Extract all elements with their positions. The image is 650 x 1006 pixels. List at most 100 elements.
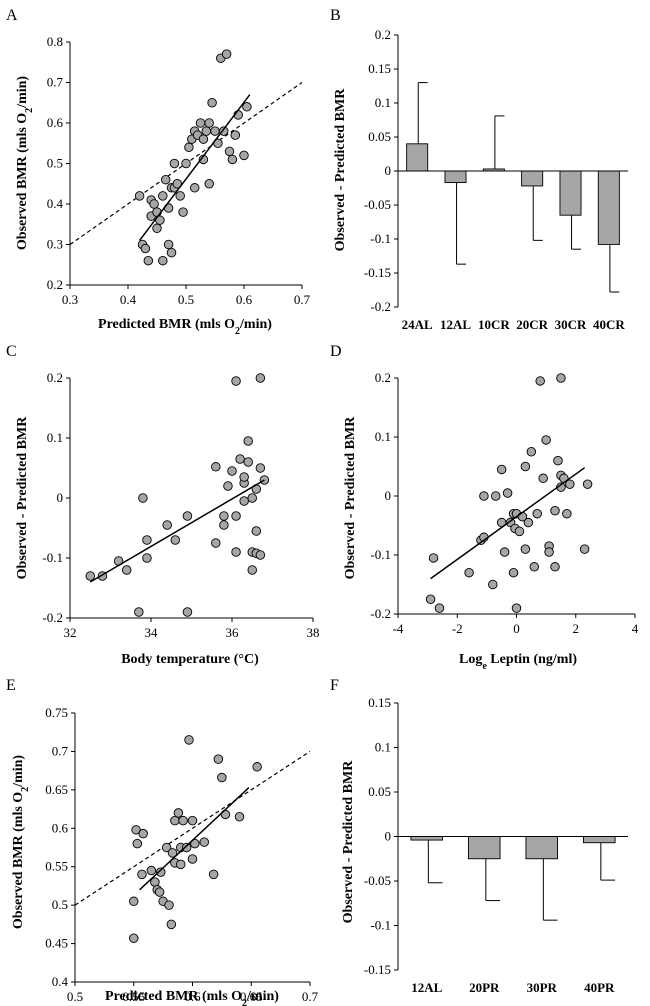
panel-e-data-point: [208, 869, 219, 880]
panel-a-data-point: [140, 243, 151, 254]
panel-b-category-label: 24AL: [402, 317, 433, 332]
panel-b-category-label: 40CR: [593, 317, 625, 332]
panel-c-data-point: [251, 526, 262, 536]
panel-f-y-tick-label: 0: [385, 829, 392, 844]
panel-d-data-point: [526, 447, 537, 457]
panel-b-y-tick-label: 0: [385, 163, 392, 178]
panel-d-y-tick-label: -0.1: [370, 547, 391, 562]
panel-e-data-point: [173, 808, 184, 818]
panel-d-data-point: [541, 435, 551, 445]
panel-b-bar: [559, 170, 582, 216]
panel-d-data-point: [550, 562, 560, 572]
panel-c-data-point: [85, 571, 95, 581]
panel-d-plot: -0.2 -0.1 0 0.1 0.2 -4 -2 0 2 4: [370, 370, 638, 636]
panel-e-y-tick-label: 0.4: [52, 974, 69, 989]
panel-a-y-tick-label: 0.6: [47, 115, 64, 130]
panel-a-y-tick-label: 0.5: [47, 156, 63, 171]
panel-e-data-point: [190, 838, 200, 849]
panel-c-y-tick-label: 0.2: [47, 370, 63, 385]
panel-a-data-point: [195, 118, 206, 128]
panel-e-data-point: [156, 867, 166, 877]
panel-a-y-tick-label: 0.7: [47, 75, 64, 90]
panel-a-y-tick-label: 0.8: [47, 34, 63, 49]
panel-c-data-point: [247, 565, 257, 575]
panel-a-x-tick-label: 0.7: [294, 292, 311, 307]
panel-d-y-tick-label: -0.2: [370, 606, 391, 621]
panel-f-plot: -0.15 -0.1 -0.05 0 0.05 0.1 0.15 12AL 20PR 30PR 40…: [364, 695, 628, 995]
panel-a-data-point: [158, 191, 168, 201]
panel-d-y-tick-label: 0.2: [375, 370, 391, 385]
panel-d-data-point: [565, 479, 575, 489]
panel-d-data-point: [514, 526, 525, 537]
panel-b-y-axis-title: Observed - Predicted BMR: [333, 88, 348, 252]
panel-d-x-tick-label: 4: [632, 621, 639, 636]
title-tail: Leptin (ng/ml): [487, 652, 578, 667]
panel-a: A 0.20.30.40.50.60.70.80.3 0.4 0.5 0.6 0.7 P…: [6, 7, 311, 337]
panel-d-data-point: [582, 479, 593, 489]
panel-c-data-point: [231, 547, 241, 557]
panel-e-y-tick-label: 0.55: [45, 859, 68, 874]
panel-c-data-point: [227, 466, 237, 476]
panel-c-x-tick-label: 34: [145, 625, 159, 640]
panel-b-plot: -0.2 -0.15 -0.1 -0.05 0 0.05 0.1 0.15 0.2 24AL 12A…: [364, 27, 628, 332]
panel-a-data-point: [204, 118, 214, 128]
panel-a-x-tick-label: 0.6: [236, 292, 253, 307]
panel-d-data-point: [553, 455, 563, 466]
panel-e-y-axis-title: Observed BMR (mls O2/min): [11, 755, 31, 929]
panel-e-data-point: [217, 772, 227, 783]
panel-a-data-point: [184, 142, 194, 153]
panel-d-data-point: [520, 461, 531, 472]
panel-a-y-axis-title: Observed BMR (mls O2/min): [15, 76, 35, 250]
panel-c-data-point: [235, 454, 245, 464]
panel-a-data-point: [189, 183, 200, 193]
panel-f-y-tick-label: 0.05: [368, 784, 391, 799]
panel-b-y-tick-label: -0.1: [370, 231, 391, 246]
panel-a-data-point: [160, 174, 171, 185]
panel-d-data-point: [532, 508, 542, 519]
panel-c-data-point: [247, 493, 257, 503]
panel-c-data-point: [255, 373, 266, 383]
panel-d-data-point: [488, 579, 498, 590]
panel-d-data-point: [479, 491, 489, 501]
panel-d-data-point: [491, 491, 501, 501]
panel-a-fit-line: [139, 94, 251, 241]
title-tail: /min): [11, 755, 26, 788]
panel-e-x-tick-label: 0.5: [67, 989, 83, 1004]
panel-b-category-label: 20CR: [516, 317, 548, 332]
panel-b-bar: [444, 170, 467, 184]
panel-a-data-point: [134, 191, 145, 201]
panel-b-bar: [406, 143, 429, 172]
panel-e-data-point: [128, 933, 139, 943]
panel-d: D -0.2 -0.1 0 0.1 0.2 -4 -2 0 2 4 Loge Leptin (ng…: [330, 343, 639, 672]
panel-f-category-label: 40PR: [584, 980, 615, 995]
panel-e-y-tick-label: 0.75: [45, 705, 68, 720]
panel-c-data-point: [231, 376, 241, 386]
panel-d-data-point: [511, 603, 522, 613]
panel-d-fit-line: [430, 467, 586, 580]
panel-e-data-point: [178, 815, 188, 826]
panel-c-y-tick-label: 0: [57, 490, 64, 505]
panel-c-data-point: [142, 535, 152, 545]
panel-d-data-point: [464, 567, 474, 578]
panel-a-y-tick-label: 0.3: [47, 237, 63, 252]
panel-c-data-point: [211, 462, 221, 472]
panel-c-plot: -0.2 -0.1 0 0.1 0.2 32 34 36 38: [42, 370, 319, 640]
panel-f-y-tick-label: -0.15: [364, 962, 391, 977]
panel-e-data-point: [161, 842, 172, 853]
panel-letter-a: A: [6, 7, 18, 24]
panel-a-data-point: [224, 146, 235, 157]
panel-a-plot: 0.20.30.40.50.60.70.80.3 0.4 0.5 0.6 0.7: [47, 34, 311, 307]
panel-e-y-tick-label: 0.7: [52, 743, 69, 758]
panel-a-data-point: [227, 154, 238, 165]
log-text: Log: [459, 652, 482, 667]
panel-e-data-point: [138, 828, 148, 839]
panel-f-y-tick-label: 0.15: [368, 695, 391, 710]
panel-letter-c: C: [6, 343, 17, 360]
panel-c-data-point: [142, 553, 152, 563]
panel-f-bar: [525, 836, 559, 860]
panel-a-data-point: [163, 239, 174, 250]
panel-e-y-tick-label: 0.45: [45, 936, 68, 951]
panel-b-y-tick-label: 0.1: [375, 95, 391, 110]
panel-e-y-tick-label: 0.5: [52, 897, 68, 912]
